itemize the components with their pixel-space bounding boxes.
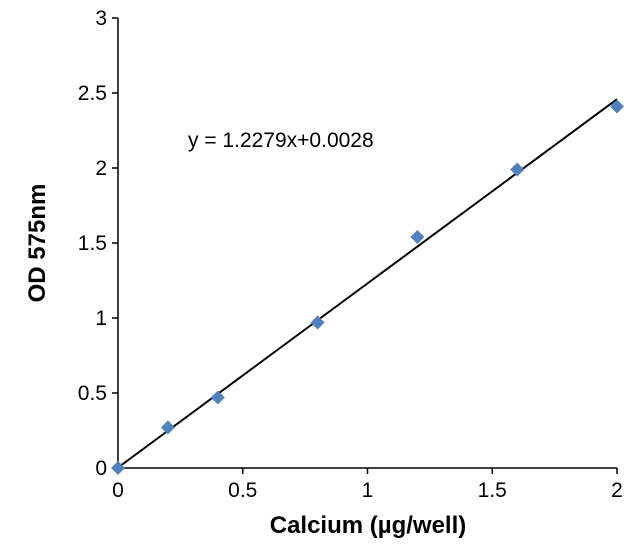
y-tick-label: 2.5 [78,82,107,105]
data-point [310,315,325,330]
x-tick-label: 0.5 [228,479,257,502]
y-tick-label: 3 [95,7,107,30]
x-tick-label: 1.5 [478,479,507,502]
y-tick-label: 2 [95,157,107,180]
trendline-equation: y = 1.2279x+0.0028 [188,129,374,152]
data-point [160,420,175,435]
trendline-layer [117,98,618,469]
y-tick-label: 1.5 [78,232,107,255]
x-tick-label: 2 [611,479,623,502]
y-tick-label: 0.5 [78,382,107,405]
y-tick-label: 0 [95,457,107,480]
data-point [610,99,624,114]
x-tick-label: 1 [362,479,374,502]
data-point [410,230,425,244]
x-axis-title: Calcium (µg/well) [270,512,467,539]
data-point [510,162,525,177]
tick-labels: 0 0.5 1 1.5 2 2.5 3 0 0.5 1 1.5 2 [78,7,623,502]
x-tick-label: 0 [112,479,124,502]
data-point [111,461,125,475]
trendline [117,98,618,469]
y-tick-label: 1 [95,307,107,330]
data-points [111,99,624,475]
y-axis-title: OD 575nm [24,184,51,303]
axes [112,17,618,474]
data-point [210,390,225,405]
